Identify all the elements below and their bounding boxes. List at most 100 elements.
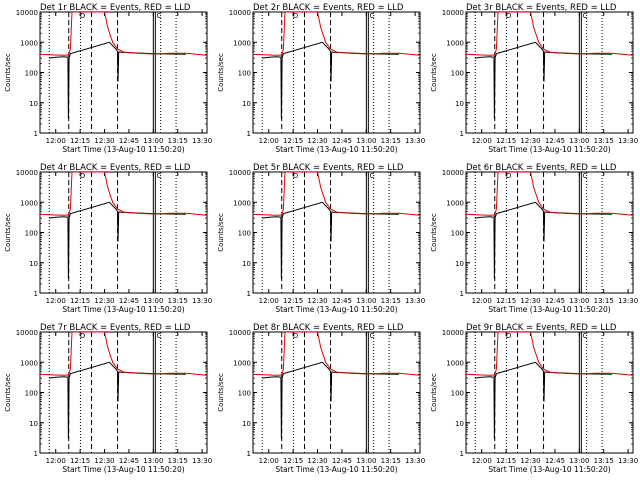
x-tick-label: 13:00 <box>143 457 163 465</box>
x-tick-label: 13:30 <box>618 457 638 465</box>
plot-frame <box>465 171 634 294</box>
x-tick-label: 12:15 <box>496 457 516 465</box>
x-tick-label: 12:45 <box>545 297 565 305</box>
x-tick-label: 12:30 <box>307 457 327 465</box>
panel-9: Det 9r BLACK = Events, RED = LLD 1 10 100 10… <box>430 323 638 474</box>
y-tick-label: 10 <box>29 260 38 268</box>
panel-title: Det 8r BLACK = Events, RED = LLD <box>253 323 404 333</box>
y-axis-label: Counts/sec <box>4 213 12 252</box>
x-tick-label: 12:30 <box>520 137 540 145</box>
y-tick-label: 1000 <box>233 359 251 367</box>
y-axis-label: Counts/sec <box>430 53 438 92</box>
x-tick-label: 12:00 <box>259 137 279 145</box>
x-tick-label: 12:00 <box>46 297 66 305</box>
y-tick-label: 10 <box>455 420 464 428</box>
x-tick-label: 12:30 <box>94 297 114 305</box>
plot-frame <box>465 11 634 134</box>
y-tick-label: 1 <box>247 130 251 138</box>
marker-label: C <box>583 172 588 180</box>
x-tick-label: 12:00 <box>472 457 492 465</box>
y-tick-label: 10 <box>242 100 251 108</box>
y-tick-label: 1 <box>460 130 464 138</box>
x-tick-label: 12:45 <box>545 137 565 145</box>
x-tick-label: 12:45 <box>332 137 352 145</box>
x-tick-label: 12:30 <box>307 137 327 145</box>
x-axis-label: Start Time (13-Aug-10 11:50:20) <box>62 145 184 154</box>
y-tick-label: 1 <box>34 450 38 458</box>
panel-5: Det 5r BLACK = Events, RED = LLD 1 10 100 10… <box>217 163 425 314</box>
y-tick-label: 10000 <box>442 169 464 177</box>
y-tick-label: 100 <box>25 70 38 78</box>
y-tick-label: 1 <box>247 290 251 298</box>
x-tick-label: 12:15 <box>496 297 516 305</box>
x-tick-label: 12:30 <box>94 457 114 465</box>
x-tick-label: 12:45 <box>332 297 352 305</box>
y-tick-label: 1000 <box>446 199 464 207</box>
y-axis-label: Counts/sec <box>430 373 438 412</box>
x-tick-label: 12:30 <box>94 137 114 145</box>
series-lld-line <box>253 172 420 216</box>
x-tick-label: 13:15 <box>594 137 614 145</box>
x-tick-label: 12:30 <box>307 297 327 305</box>
plot-frame <box>252 331 421 454</box>
y-tick-label: 10000 <box>442 9 464 17</box>
panel-title: Det 7r BLACK = Events, RED = LLD <box>40 323 191 333</box>
y-tick-label: 10000 <box>229 9 251 17</box>
x-tick-label: 12:30 <box>520 457 540 465</box>
y-tick-label: 100 <box>451 390 464 398</box>
x-tick-label: 13:00 <box>569 137 589 145</box>
x-tick-label: 12:15 <box>283 297 303 305</box>
y-tick-label: 10 <box>455 100 464 108</box>
x-tick-label: 13:30 <box>405 297 425 305</box>
panel-6: Det 6r BLACK = Events, RED = LLD 1 10 100 10… <box>430 163 638 314</box>
x-tick-label: 13:00 <box>356 457 376 465</box>
y-tick-label: 100 <box>238 230 251 238</box>
marker-label: D <box>80 172 85 180</box>
panel-8: Det 8r BLACK = Events, RED = LLD 1 10 100 10… <box>217 323 425 474</box>
marker-label: C <box>583 12 588 20</box>
y-tick-label: 1000 <box>233 199 251 207</box>
x-tick-label: 13:30 <box>618 297 638 305</box>
series-lld-line <box>253 332 420 376</box>
x-tick-label: 12:15 <box>70 137 90 145</box>
x-tick-label: 12:15 <box>70 297 90 305</box>
x-tick-label: 13:30 <box>192 297 212 305</box>
x-tick-label: 12:00 <box>46 457 66 465</box>
y-tick-label: 10000 <box>442 329 464 337</box>
y-tick-label: 1000 <box>233 39 251 47</box>
plot-frame <box>465 331 634 454</box>
y-tick-label: 100 <box>238 70 251 78</box>
y-tick-label: 1000 <box>446 39 464 47</box>
y-tick-label: 10 <box>29 100 38 108</box>
y-tick-label: 1000 <box>20 359 38 367</box>
x-tick-label: 13:30 <box>192 457 212 465</box>
y-tick-label: 10000 <box>229 169 251 177</box>
y-tick-label: 100 <box>25 390 38 398</box>
marker-label: D <box>293 332 298 340</box>
y-tick-label: 10 <box>242 260 251 268</box>
y-tick-label: 100 <box>451 70 464 78</box>
y-tick-label: 10 <box>455 260 464 268</box>
marker-label: C <box>370 172 375 180</box>
x-tick-label: 12:45 <box>119 457 139 465</box>
x-tick-label: 12:45 <box>332 457 352 465</box>
panel-1: Det 1r BLACK = Events, RED = LLD 1 10 100 10… <box>4 3 212 154</box>
x-tick-label: 13:00 <box>356 297 376 305</box>
x-tick-label: 13:00 <box>356 137 376 145</box>
x-tick-label: 12:00 <box>46 137 66 145</box>
x-tick-label: 13:15 <box>168 297 188 305</box>
y-tick-label: 100 <box>451 230 464 238</box>
x-tick-label: 13:30 <box>192 137 212 145</box>
plot-frame <box>252 171 421 294</box>
y-tick-label: 1 <box>460 290 464 298</box>
x-axis-label: Start Time (13-Aug-10 11:50:20) <box>488 305 610 314</box>
y-tick-label: 10000 <box>229 329 251 337</box>
plot-frame <box>39 171 208 294</box>
marker-label: D <box>506 12 511 20</box>
marker-label: C <box>370 332 375 340</box>
y-axis-label: Counts/sec <box>217 213 225 252</box>
x-axis-label: Start Time (13-Aug-10 11:50:20) <box>62 305 184 314</box>
x-tick-label: 12:45 <box>119 297 139 305</box>
panel-title: Det 6r BLACK = Events, RED = LLD <box>466 163 617 173</box>
marker-label: C <box>157 172 162 180</box>
